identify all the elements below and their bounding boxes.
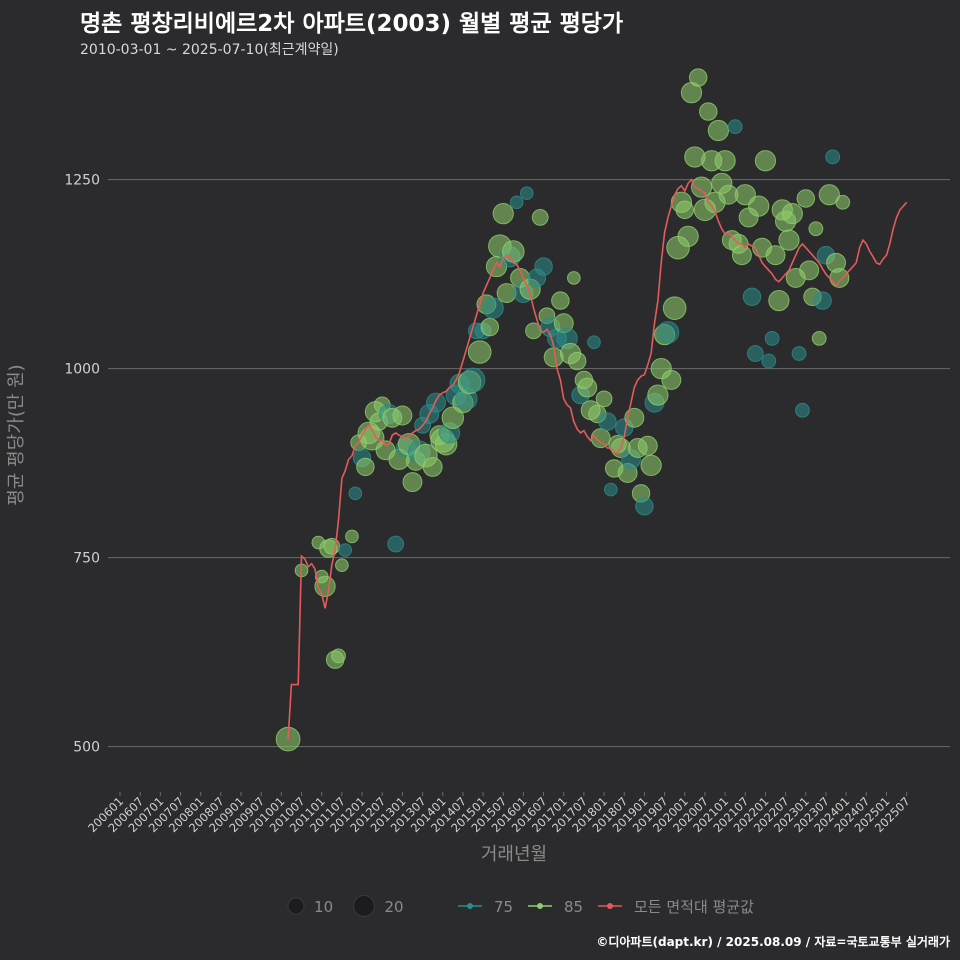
data-point (662, 296, 687, 320)
data-point (595, 390, 613, 408)
data-point (502, 240, 525, 263)
data-point (338, 543, 353, 557)
data-point (492, 203, 514, 225)
data-point (577, 377, 598, 398)
data-point (635, 497, 654, 516)
data-point (791, 346, 807, 361)
x-axis-ticks: 2006012006072007012007072008012008072009… (85, 792, 913, 835)
data-point (637, 435, 658, 456)
legend-size-label: 20 (384, 898, 403, 916)
data-point (402, 472, 423, 492)
data-point (567, 351, 587, 371)
data-point (387, 535, 405, 553)
data-point (754, 150, 777, 172)
chart-title: 명촌 평창리비에르2차 아파트(2003) 월별 평균 평당가 (80, 11, 624, 37)
data-point (531, 209, 549, 226)
data-point (567, 271, 581, 285)
data-point (422, 456, 443, 477)
data-point (587, 335, 601, 349)
data-point (460, 367, 486, 393)
data-point (480, 317, 500, 337)
legend-marker (607, 903, 613, 909)
data-point (323, 537, 341, 555)
data-point (778, 229, 800, 251)
source-caption: ©디아파트(dapt.kr) / 2025.08.09 / 자료=국토교통부 실… (596, 935, 950, 949)
data-point (764, 330, 780, 346)
data-point (795, 402, 810, 418)
data-point (742, 287, 762, 307)
y-axis-label: 평균 평당가(만 원) (6, 364, 27, 505)
data-point (835, 194, 851, 210)
data-point (509, 195, 524, 210)
data-point (768, 289, 790, 312)
legend-series-label: 75 (494, 898, 513, 916)
data-point (808, 221, 824, 237)
legend-size-marker (353, 895, 375, 917)
data-point (656, 321, 680, 344)
legend-series-label: 모든 면적대 평균값 (634, 898, 754, 916)
data-point (746, 345, 764, 362)
data-point (467, 340, 492, 364)
data-point (441, 406, 465, 430)
data-point (496, 283, 517, 303)
data-point (598, 412, 617, 431)
data-point (348, 486, 363, 501)
data-point (688, 68, 708, 87)
data-point (731, 245, 752, 266)
data-point (818, 184, 840, 206)
legend-size-label: 10 (314, 898, 333, 916)
data-point (799, 260, 820, 281)
data-point (345, 529, 359, 544)
data-point (781, 203, 803, 225)
data-point (796, 189, 816, 208)
gridlines (108, 179, 950, 748)
data-point (590, 428, 611, 449)
chart-subtitle: 2010-03-01 ~ 2025-07-10(최근계약일) (80, 42, 339, 58)
data-point (392, 405, 413, 426)
data-point (748, 195, 770, 217)
data-point (551, 291, 570, 310)
data-point (482, 297, 504, 319)
data-point (811, 330, 827, 346)
y-tick-label: 750 (73, 551, 100, 567)
legend-marker (467, 903, 473, 909)
data-point (829, 267, 850, 288)
data-point (426, 392, 446, 413)
data-point (647, 384, 669, 406)
x-axis-label: 거래년월 (481, 844, 547, 865)
legend-series-label: 85 (564, 898, 583, 916)
scatter-points (275, 68, 851, 752)
data-point (335, 558, 349, 573)
data-point (690, 176, 713, 198)
y-axis-ticks: 500 750 1000 1250 (64, 173, 100, 756)
average-price-line (287, 178, 908, 740)
data-point (825, 149, 841, 165)
data-point (714, 150, 736, 172)
data-point (640, 454, 662, 477)
data-point (603, 482, 618, 497)
data-point (624, 407, 645, 428)
legend-size-marker (287, 897, 305, 915)
data-point (675, 200, 694, 220)
data-point (727, 119, 743, 135)
y-tick-label: 1000 (64, 362, 100, 378)
data-point (707, 119, 730, 142)
data-point (661, 370, 682, 390)
y-tick-label: 1250 (64, 173, 100, 189)
legend: 10 20 75 85 모든 면적대 평균값 (287, 895, 754, 917)
y-tick-label: 500 (73, 740, 100, 756)
data-point (534, 257, 553, 276)
data-point (765, 245, 786, 266)
data-point (331, 648, 346, 664)
legend-marker (537, 903, 543, 909)
data-point (356, 457, 375, 477)
data-point (813, 291, 832, 310)
data-point (677, 225, 699, 247)
data-point (699, 102, 718, 121)
data-point (761, 353, 777, 369)
data-point (519, 186, 534, 201)
